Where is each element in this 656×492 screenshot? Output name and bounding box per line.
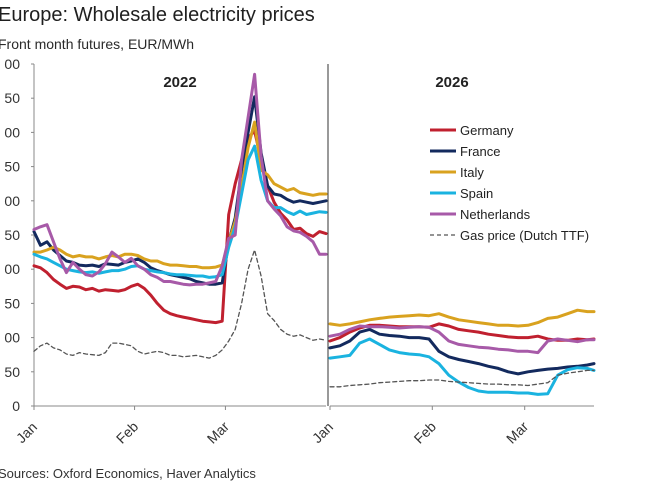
y-tick-label: 00 — [4, 193, 20, 209]
y-tick-label: 0 — [12, 398, 20, 414]
series-line-france-2026 — [328, 327, 596, 376]
y-tick-label: 50 — [4, 90, 20, 106]
series-line-spain-2022 — [32, 144, 328, 279]
legend: Germany France Italy Spain Netherlands Gas pr… — [430, 123, 589, 243]
source-note: Sources: Oxford Economics, Haver Analyti… — [0, 466, 256, 481]
y-tick-label: 50 — [4, 227, 20, 243]
series-line-spain-2026 — [328, 337, 596, 396]
series-line-gas-price-dutch-ttf--2022 — [33, 249, 327, 359]
panel-label-2026: 2026 — [435, 74, 468, 91]
y-tick-label: 00 — [4, 261, 20, 277]
legend-label-germany: Germany — [460, 123, 514, 138]
x-tick-label: Mar — [204, 418, 233, 447]
series-line-netherlands-2026 — [328, 324, 596, 355]
y-tick-label: 00 — [4, 124, 20, 140]
x-tick-label: Feb — [113, 418, 142, 447]
y-tick-label: 50 — [4, 159, 20, 175]
y-tick-label: 00 — [4, 56, 20, 72]
legend-label-italy: Italy — [460, 165, 484, 180]
series-line-netherlands-2022 — [32, 72, 328, 287]
series-line-italy-2026 — [328, 308, 596, 328]
series-line-gas-price-dutch-ttf--2026 — [329, 369, 595, 388]
x-tick-label: Feb — [411, 418, 440, 447]
series-line-italy-2022 — [32, 120, 328, 270]
x-tick-label: Jan — [13, 419, 40, 446]
labels-group: 0 50 00 50 00 50 00 50 00 50 00 2022 Jan Feb Mar 2026 Ja… — [4, 56, 531, 447]
panel-label-2022: 2022 — [163, 74, 196, 91]
chart-title: Europe: Wholesale electricity prices — [0, 4, 315, 26]
y-tick-label: 50 — [4, 364, 20, 380]
legend-label-netherlands: Netherlands — [460, 207, 531, 222]
chart-subtitle: Front month futures, EUR/MWh — [0, 36, 195, 52]
series-group — [32, 72, 596, 396]
legend-label-spain: Spain — [460, 186, 493, 201]
legend-label-gas-price-dutch-ttf-: Gas price (Dutch TTF) — [460, 228, 589, 243]
x-tick-label: Mar — [503, 418, 532, 447]
y-tick-label: 00 — [4, 330, 20, 346]
x-tick-label: Jan — [309, 419, 336, 446]
legend-label-france: France — [460, 144, 500, 159]
series-line-france-2022 — [32, 95, 328, 286]
y-tick-label: 50 — [4, 295, 20, 311]
series-line-germany-2022 — [32, 129, 328, 325]
